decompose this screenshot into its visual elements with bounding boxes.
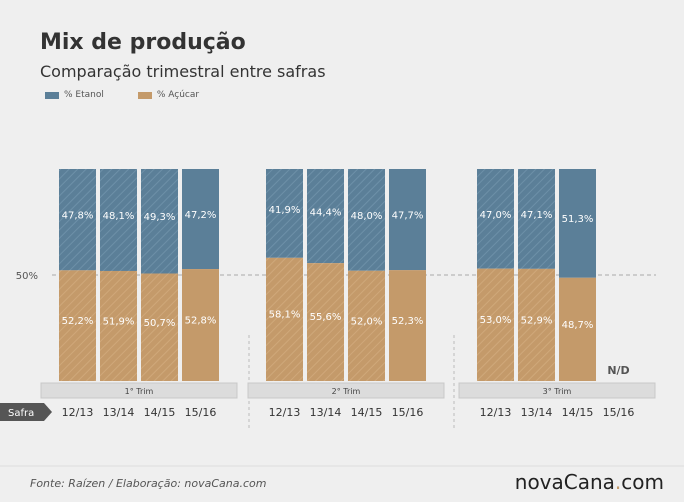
legend-swatch-acucar	[137, 91, 152, 99]
data-label-acucar-g2-3: 52,0%	[351, 316, 383, 327]
group-band-2	[247, 382, 445, 399]
bar-acucar-g3-2	[518, 268, 555, 381]
safra-label: Safra	[8, 408, 34, 419]
bar-etanol-g1-2	[100, 169, 137, 271]
group-band-1	[40, 382, 238, 399]
data-label-etanol-g2-1: 41,9%	[269, 205, 301, 216]
data-label-etanol-g1-3: 49,3%	[144, 212, 176, 223]
category-label-g3-2: 13/14	[521, 406, 553, 419]
legend-label-etanol: % Etanol	[64, 90, 104, 100]
source-note: Fonte: Raízen / Elaboração: novaCana.com	[30, 477, 267, 490]
bar-etanol-g1-3	[141, 169, 178, 274]
data-label-acucar-g2-4: 52,3%	[392, 316, 424, 327]
bar-acucar-g1-3	[141, 273, 178, 381]
category-label-g3-4: 15/16	[603, 406, 635, 419]
legend-swatch-etanol	[45, 91, 59, 99]
brand-logo: novaCana.com	[515, 470, 664, 494]
not-available-label: N/D	[607, 364, 629, 377]
data-label-acucar-g1-3: 50,7%	[144, 318, 176, 329]
bar-acucar-g3-1	[477, 268, 514, 381]
data-label-etanol-g1-2: 48,1%	[103, 211, 135, 222]
data-label-acucar-g1-1: 52,2%	[62, 316, 94, 327]
bar-acucar-g1-4	[182, 269, 219, 381]
bar-etanol-g1-1	[59, 169, 96, 271]
legend: % Etanol % Açúcar	[45, 90, 199, 100]
category-label-g2-3: 14/15	[351, 406, 383, 419]
data-label-acucar-g3-3: 48,7%	[562, 320, 594, 331]
legend-label-acucar: % Açúcar	[156, 90, 200, 100]
data-label-etanol-g3-2: 47,1%	[521, 210, 553, 221]
data-label-etanol-g2-2: 44,4%	[310, 207, 342, 218]
bar-etanol-g2-3	[348, 169, 385, 271]
category-label-g2-2: 13/14	[310, 406, 342, 419]
data-label-acucar-g1-4: 52,8%	[185, 315, 217, 326]
data-label-acucar-g2-2: 55,6%	[310, 312, 342, 323]
data-label-acucar-g3-2: 52,9%	[521, 315, 553, 326]
data-label-etanol-g2-3: 48,0%	[351, 211, 383, 222]
brand-main: novaCana	[514, 470, 615, 494]
chart-title: Mix de produção	[40, 30, 246, 55]
group-label-1: 1° Trim	[125, 387, 154, 396]
data-label-etanol-g2-4: 47,7%	[392, 211, 424, 222]
data-label-etanol-g3-3: 51,3%	[562, 214, 594, 225]
category-label-g2-4: 15/16	[392, 406, 424, 419]
bar-etanol-g2-4	[389, 169, 426, 271]
data-label-acucar-g2-1: 58,1%	[269, 309, 301, 320]
bar-etanol-g3-2	[518, 169, 555, 269]
bar-etanol-g2-2	[307, 169, 344, 264]
safra-tag	[0, 403, 52, 421]
category-label-g2-1: 12/13	[269, 406, 301, 419]
bar-acucar-g2-2	[307, 263, 344, 381]
group-label-3: 3° Trim	[543, 387, 572, 396]
category-label-g1-2: 13/14	[103, 406, 135, 419]
bar-acucar-g1-2	[100, 270, 137, 381]
bar-acucar-g2-3	[348, 270, 385, 381]
data-label-etanol-g1-1: 47,8%	[62, 211, 94, 222]
data-label-acucar-g1-2: 51,9%	[103, 316, 135, 327]
bar-acucar-g2-1	[266, 257, 303, 381]
category-label-g3-3: 14/15	[562, 406, 594, 419]
bar-etanol-g1-4	[182, 169, 219, 270]
group-label-2: 2° Trim	[332, 387, 361, 396]
bar-etanol-g2-1	[266, 169, 303, 258]
data-label-etanol-g3-1: 47,0%	[480, 210, 512, 221]
bar-acucar-g2-4	[389, 270, 426, 381]
bar-etanol-g3-3	[559, 169, 596, 278]
legend-item-acucar: % Açúcar	[137, 90, 200, 100]
category-label-g1-4: 15/16	[185, 406, 217, 419]
data-label-etanol-g1-4: 47,2%	[185, 210, 217, 221]
bar-etanol-g3-1	[477, 169, 514, 269]
brand-dot: .	[614, 470, 622, 494]
category-label-g3-1: 12/13	[480, 406, 512, 419]
bar-acucar-g3-3	[559, 277, 596, 381]
legend-item-etanol: % Etanol	[45, 90, 104, 100]
brand-tld: com	[621, 470, 664, 494]
reference-line-label: 50%	[16, 271, 38, 282]
chart-subtitle: Comparação trimestral entre safras	[40, 62, 326, 81]
bar-acucar-g1-1	[59, 270, 96, 381]
category-label-g1-3: 14/15	[144, 406, 176, 419]
category-label-g1-1: 12/13	[62, 406, 94, 419]
data-label-acucar-g3-1: 53,0%	[480, 315, 512, 326]
group-band-3	[458, 382, 656, 399]
